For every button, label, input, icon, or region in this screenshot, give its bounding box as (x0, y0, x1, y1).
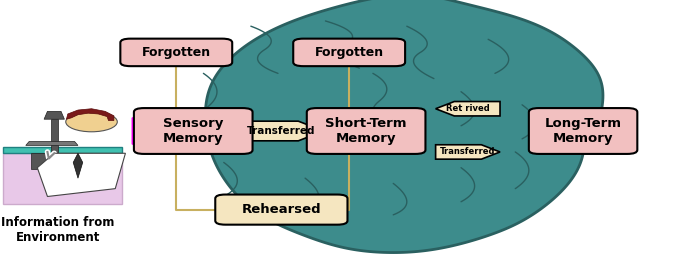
FancyBboxPatch shape (293, 39, 405, 66)
Text: Forgotten: Forgotten (315, 46, 384, 59)
Polygon shape (435, 102, 500, 116)
FancyBboxPatch shape (529, 108, 637, 154)
FancyBboxPatch shape (121, 39, 232, 66)
Text: Rehearsed: Rehearsed (241, 203, 321, 216)
Text: Short-Term
Memory: Short-Term Memory (325, 117, 407, 145)
FancyArrow shape (132, 114, 183, 148)
Text: Transferred: Transferred (247, 126, 316, 136)
Polygon shape (435, 145, 500, 159)
Circle shape (66, 112, 117, 132)
Text: Information from
Environment: Information from Environment (1, 216, 115, 244)
Polygon shape (37, 153, 125, 196)
Text: Transferred: Transferred (440, 148, 496, 156)
Polygon shape (205, 0, 603, 253)
FancyBboxPatch shape (31, 153, 92, 169)
Polygon shape (26, 141, 78, 145)
Polygon shape (66, 109, 114, 121)
Text: Ret rived: Ret rived (446, 104, 490, 113)
Text: Sensory
Memory: Sensory Memory (163, 117, 224, 145)
Polygon shape (44, 111, 64, 119)
FancyBboxPatch shape (3, 147, 122, 153)
FancyBboxPatch shape (3, 153, 122, 204)
Polygon shape (73, 153, 83, 178)
FancyBboxPatch shape (134, 108, 252, 154)
FancyBboxPatch shape (306, 108, 426, 154)
Text: Long-Term
Memory: Long-Term Memory (544, 117, 622, 145)
Text: Forgotten: Forgotten (142, 46, 211, 59)
FancyBboxPatch shape (215, 194, 347, 225)
Polygon shape (51, 119, 58, 153)
Polygon shape (239, 121, 324, 141)
